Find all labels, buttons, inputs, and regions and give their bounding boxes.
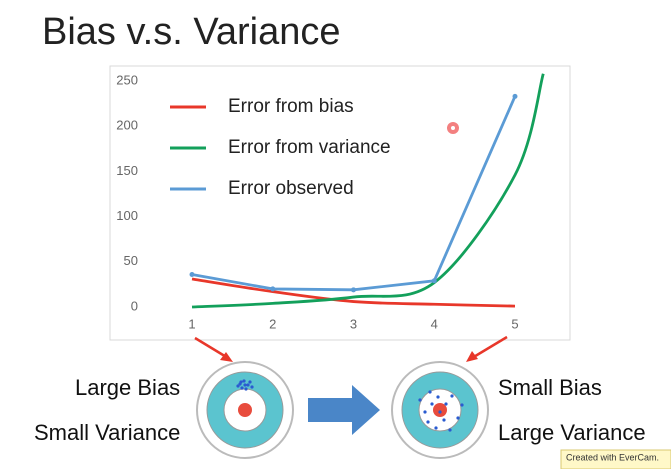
pointer-arrow (194, 336, 229, 360)
shot (246, 383, 250, 387)
shot (450, 394, 454, 398)
chart-frame (109, 65, 571, 341)
point (270, 286, 276, 292)
legend-label: Error observed (228, 178, 354, 199)
target-right (391, 361, 489, 459)
pointer-arrow (471, 335, 508, 360)
x-tick-label: 5 (511, 316, 518, 331)
point (189, 271, 195, 277)
shots (236, 379, 254, 391)
arrow-head (466, 351, 478, 362)
shot (244, 387, 248, 391)
shot (242, 379, 246, 383)
series-line (191, 277, 516, 308)
shot (442, 418, 446, 422)
left-label: Large Bias (75, 375, 180, 400)
shot (448, 428, 452, 432)
shots (418, 390, 464, 432)
badge (560, 449, 671, 469)
shot (460, 403, 464, 407)
shot (423, 410, 427, 414)
x-tick-label: 2 (269, 316, 276, 331)
y-tick-label: 100 (116, 208, 138, 223)
shot (236, 384, 240, 388)
left-label: Small Variance (34, 420, 180, 445)
x-tick-label: 4 (431, 316, 438, 331)
x-tick-label: 3 (350, 316, 357, 331)
y-tick-label: 50 (124, 253, 138, 268)
shot (430, 402, 434, 406)
y-tick-label: 200 (116, 118, 138, 133)
shot (456, 416, 460, 420)
x-tick-label: 1 (188, 316, 195, 331)
y-tick-label: 150 (116, 163, 138, 178)
point (431, 278, 437, 284)
slide-title: Bias v.s. Variance (42, 11, 341, 53)
point (512, 93, 518, 99)
legend-label: Error from variance (228, 137, 391, 158)
series-line (191, 73, 545, 309)
target-left (196, 361, 294, 459)
shot (428, 390, 432, 394)
shot (434, 426, 438, 430)
target-center (238, 403, 252, 417)
shot (248, 380, 252, 384)
shot (250, 385, 254, 389)
badge-text: Created with EverCam. (566, 452, 659, 462)
shot (240, 386, 244, 390)
shot (239, 380, 243, 384)
shot (426, 420, 430, 424)
legend-label: Error from bias (228, 96, 354, 117)
shot (243, 383, 247, 387)
right-label: Small Bias (498, 375, 602, 400)
shot (438, 410, 442, 414)
shot (444, 402, 448, 406)
point (351, 287, 356, 293)
right-label: Large Variance (498, 420, 646, 445)
transition-arrow (308, 385, 380, 435)
pointer-center (451, 126, 455, 130)
y-tick-label: 250 (116, 72, 138, 87)
shot (418, 398, 422, 402)
chart: 0 50 100 150 200 250 1 2 3 4 5 Error from bias Error… (116, 72, 545, 331)
target-center (433, 403, 447, 417)
y-tick-label: 0 (131, 298, 138, 313)
shot (436, 395, 440, 399)
arrow-head (220, 352, 233, 362)
